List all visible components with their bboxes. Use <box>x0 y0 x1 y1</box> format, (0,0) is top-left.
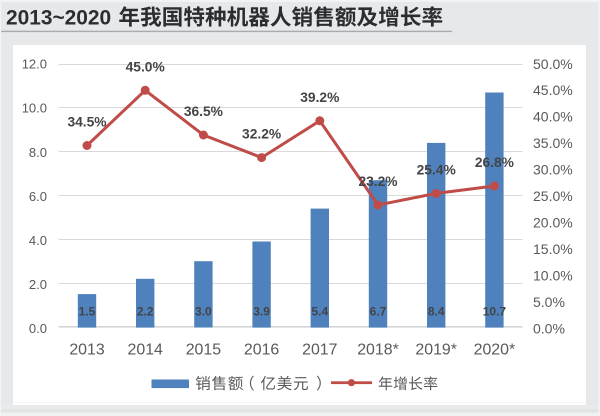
svg-text:0.0: 0.0 <box>29 321 47 336</box>
svg-text:10.7: 10.7 <box>483 304 507 318</box>
svg-text:2018*: 2018* <box>357 342 399 359</box>
svg-text:23.2%: 23.2% <box>358 174 397 189</box>
svg-text:50.0%: 50.0% <box>533 56 573 72</box>
svg-text:2014: 2014 <box>128 342 164 359</box>
svg-text:2019*: 2019* <box>415 342 457 359</box>
svg-text:36.5%: 36.5% <box>184 104 223 119</box>
svg-text:2.2: 2.2 <box>137 304 154 318</box>
svg-text:2017: 2017 <box>302 342 338 359</box>
svg-text:8.0: 8.0 <box>29 145 47 160</box>
svg-text:10.0: 10.0 <box>22 101 47 116</box>
svg-text:2013: 2013 <box>69 342 105 359</box>
svg-text:3.0: 3.0 <box>195 304 212 318</box>
svg-text:25.4%: 25.4% <box>417 163 456 178</box>
svg-text:40.0%: 40.0% <box>533 109 573 125</box>
svg-text:20.0%: 20.0% <box>533 215 573 231</box>
svg-text:2013~2020: 2013~2020 <box>6 7 111 30</box>
svg-text:2015: 2015 <box>186 342 222 359</box>
svg-text:32.2%: 32.2% <box>242 127 281 142</box>
svg-text:5.4: 5.4 <box>311 304 328 318</box>
svg-text:6.7: 6.7 <box>370 304 387 318</box>
svg-text:45.0%: 45.0% <box>126 59 165 74</box>
svg-text:6.0: 6.0 <box>29 189 47 204</box>
svg-text:5.0%: 5.0% <box>533 294 565 310</box>
svg-text:10.0%: 10.0% <box>533 267 573 283</box>
svg-text:2016: 2016 <box>244 342 280 359</box>
svg-text:2020*: 2020* <box>474 342 516 359</box>
svg-text:2.0: 2.0 <box>29 277 47 292</box>
svg-text:4.0: 4.0 <box>29 233 47 248</box>
svg-text:8.4: 8.4 <box>428 304 445 318</box>
svg-text:35.0%: 35.0% <box>533 135 573 151</box>
svg-text:0.0%: 0.0% <box>533 320 565 336</box>
svg-text:45.0%: 45.0% <box>533 82 573 98</box>
svg-text:26.8%: 26.8% <box>475 155 514 170</box>
svg-text:34.5%: 34.5% <box>67 115 106 130</box>
svg-text:30.0%: 30.0% <box>533 162 573 178</box>
svg-text:3.9: 3.9 <box>253 304 270 318</box>
svg-text:15.0%: 15.0% <box>533 241 573 257</box>
svg-text:39.2%: 39.2% <box>300 90 339 105</box>
svg-text:12.0: 12.0 <box>22 57 47 72</box>
svg-text:25.0%: 25.0% <box>533 188 573 204</box>
svg-text:1.5: 1.5 <box>79 304 96 318</box>
